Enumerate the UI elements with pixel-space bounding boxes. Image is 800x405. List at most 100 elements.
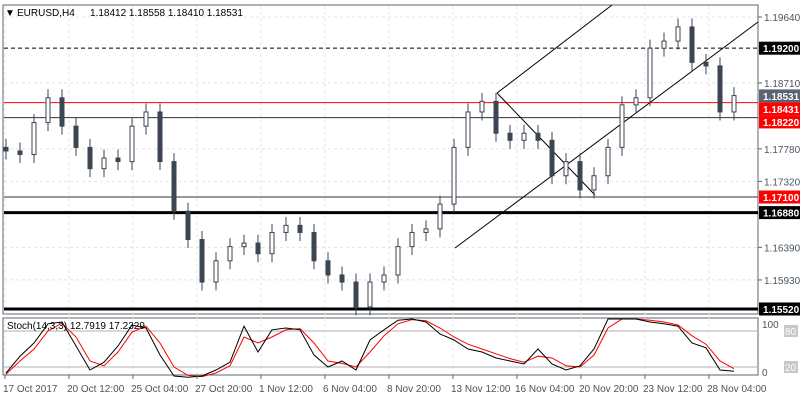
candle-body [591, 175, 597, 191]
time-tick-label: 6 Nov 04:00 [323, 384, 377, 395]
candle-body [507, 132, 513, 141]
candle-body [675, 26, 681, 42]
candle [717, 57, 723, 121]
candle-body [241, 242, 247, 248]
candle-body [269, 231, 275, 255]
price-panel-frame [2, 4, 759, 315]
candle-body [87, 146, 93, 170]
candle-body [423, 228, 429, 233]
candle-body [353, 281, 359, 308]
candle [437, 195, 443, 238]
candle [255, 234, 261, 263]
candle-body [311, 231, 317, 262]
symbol-dropdown-arrow-icon[interactable]: ▼ [5, 8, 15, 19]
candle-body [129, 125, 135, 163]
candle [465, 103, 471, 156]
candle-body [521, 132, 527, 141]
candle [87, 138, 93, 178]
candle-body [31, 122, 37, 155]
candle-body [703, 61, 709, 67]
candle [577, 153, 583, 199]
level-price-badge [759, 41, 800, 55]
candle-body [437, 203, 443, 230]
channel-upper-line[interactable] [496, 4, 613, 94]
candle-body [717, 65, 723, 113]
candle [143, 103, 149, 135]
candle-body [101, 157, 107, 170]
symbol-label: EURUSD,H4 [17, 8, 75, 19]
candle-body [45, 97, 51, 124]
stoch-label: Stoch(14,3,3) 12.7919 17.2329 [7, 321, 145, 332]
candle [409, 223, 415, 256]
price-tick-label: 1.16390 [764, 243, 800, 254]
time-tick-label: 1 Nov 12:00 [259, 384, 313, 395]
candle-body [213, 260, 219, 283]
stoch-level-label: 20 [785, 363, 797, 374]
candle [395, 238, 401, 284]
level-price-badge [759, 190, 800, 204]
stoch-scale-max: 100 [762, 320, 779, 331]
candle [675, 18, 681, 50]
time-tick-label: 17 Oct 2017 [3, 384, 58, 395]
candles [3, 18, 737, 316]
candle-body [227, 246, 233, 262]
candle [3, 138, 9, 160]
stoch-d-line [5, 318, 735, 378]
candle-body [605, 146, 611, 177]
candle [269, 223, 275, 263]
candle-body [157, 111, 163, 163]
price-tick-label: 1.15930 [764, 276, 800, 287]
candle [73, 117, 79, 156]
time-tick-label: 27 Oct 20:00 [195, 384, 253, 395]
time-tick-label: 8 Nov 20:00 [387, 384, 441, 395]
stoch-k-line [5, 318, 735, 378]
stoch-scale-min: 0 [762, 368, 768, 379]
time-axis[interactable]: 17 Oct 2017 20 Oct 12:00 25 Oct 04:00 27 Oc… [3, 375, 767, 395]
level-price-label: 1.18531 [763, 92, 800, 103]
candle [535, 124, 541, 149]
channel-lower-line[interactable] [454, 21, 759, 249]
candle [381, 266, 387, 291]
candle [353, 273, 359, 316]
level-price-badge [759, 115, 800, 129]
candle [185, 202, 191, 249]
candle [59, 89, 65, 135]
candle-body [73, 125, 79, 148]
candle [479, 92, 485, 121]
candle-body [549, 139, 555, 177]
candle [619, 96, 625, 156]
candle-body [619, 104, 625, 148]
candle-body [451, 146, 457, 205]
candle [507, 124, 513, 149]
level-price-badge [759, 89, 800, 103]
time-tick-label: 13 Nov 12:00 [451, 384, 511, 395]
candle [325, 252, 331, 284]
time-tick-label: 20 Oct 12:00 [67, 384, 125, 395]
candle [423, 220, 429, 241]
candle [31, 114, 37, 163]
horizontal-levels[interactable]: 1.19200 1.18531 1.18431 1.18220 1.17100 1.168… [4, 41, 800, 316]
candle-body [199, 239, 205, 283]
candle [129, 117, 135, 171]
level-price-label: 1.17100 [763, 193, 800, 204]
candle-body [339, 274, 345, 283]
candle-body [563, 161, 569, 177]
level-price-label: 1.18431 [763, 105, 800, 116]
candle [451, 138, 457, 213]
candle-body [647, 47, 653, 99]
candle-body [325, 260, 331, 276]
time-tick-label: 16 Nov 04:00 [515, 384, 575, 395]
candle-body [297, 224, 303, 233]
price-axis[interactable]: 1.19640 1.18710 1.17780 1.17320 1.16390 1.159… [758, 13, 800, 287]
candle-body [115, 157, 121, 163]
candle [521, 124, 527, 149]
candle-body [479, 100, 485, 113]
candle [339, 266, 345, 291]
level-price-label: 1.18220 [763, 118, 800, 129]
time-tick-label: 23 Nov 12:00 [643, 384, 703, 395]
candle-body [185, 210, 191, 241]
candle [157, 103, 163, 171]
candle [17, 142, 23, 163]
